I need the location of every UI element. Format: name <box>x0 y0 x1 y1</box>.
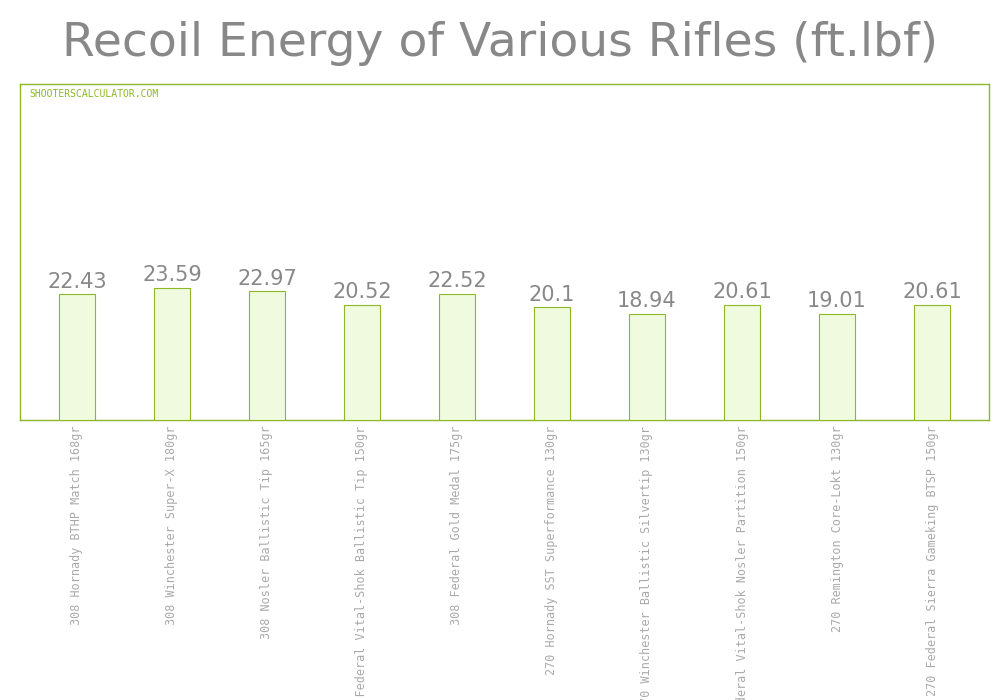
Bar <box>914 304 950 420</box>
Text: 20.52: 20.52 <box>333 282 392 302</box>
Bar <box>439 294 476 420</box>
Text: 22.52: 22.52 <box>428 271 487 291</box>
Bar <box>249 291 285 420</box>
Text: Recoil Energy of Various Rifles (ft.lbf): Recoil Energy of Various Rifles (ft.lbf) <box>62 21 937 66</box>
Text: 20.61: 20.61 <box>712 282 772 302</box>
Text: 22.97: 22.97 <box>237 269 297 288</box>
Bar <box>59 295 95 420</box>
Bar <box>724 304 760 420</box>
Text: 19.01: 19.01 <box>807 290 867 311</box>
Text: SHOOTERSCALCULATOR.COM: SHOOTERSCALCULATOR.COM <box>30 89 159 99</box>
Bar <box>154 288 190 420</box>
Text: 23.59: 23.59 <box>142 265 202 285</box>
Text: 20.61: 20.61 <box>902 282 962 302</box>
Text: 20.1: 20.1 <box>528 285 575 304</box>
Text: 18.94: 18.94 <box>617 291 676 311</box>
Bar <box>344 305 380 420</box>
Bar <box>533 307 570 420</box>
Text: 22.43: 22.43 <box>47 272 107 292</box>
Bar <box>819 314 855 420</box>
Bar <box>629 314 665 420</box>
